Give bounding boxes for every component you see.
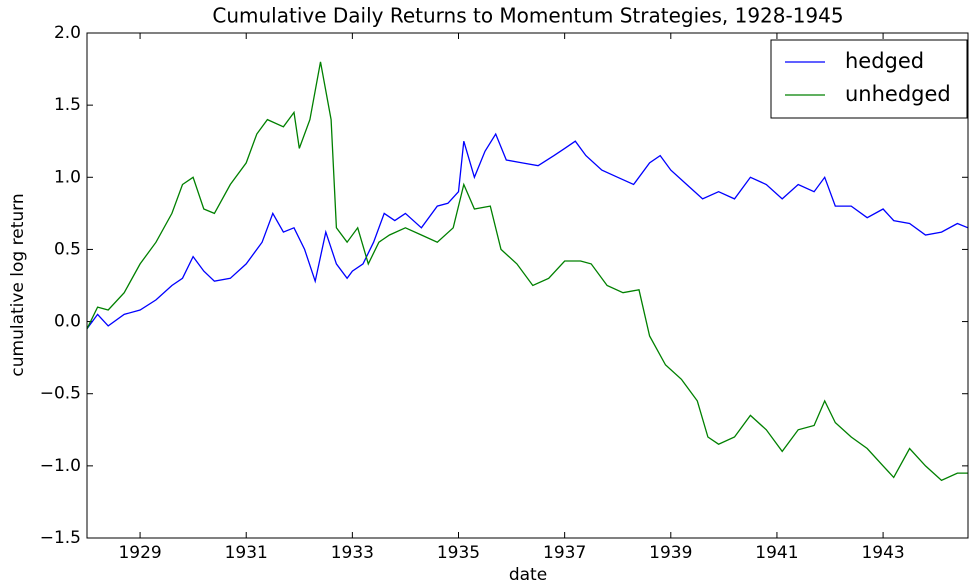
legend-box [770,39,968,119]
y-tick-label: −1.0 [40,456,81,476]
plot-frame [86,32,969,539]
y-tick-label: −0.5 [40,384,81,404]
y-tick-label: 0.0 [54,312,81,332]
line-series [86,132,969,330]
x-tick-label: 1935 [437,543,480,563]
x-tick-label: 1941 [755,543,798,563]
y-tick-label: 2.0 [54,23,81,43]
x-tick-label: 1943 [861,543,904,563]
x-tick-label: 1933 [331,543,374,563]
x-tick-label: 1929 [118,543,161,563]
y-axis-label: cumulative log return [8,193,28,376]
y-tick-label: 1.0 [54,167,81,187]
x-tick-label: 1939 [649,543,692,563]
line-series [86,61,968,482]
chart-title: Cumulative Daily Returns to Momentum Str… [212,4,843,28]
y-tick-label: −1.5 [40,528,81,548]
legend-label: hedged [845,49,924,73]
y-tick-label: 1.5 [54,95,81,115]
legend-label: unhedged [845,82,951,106]
x-axis-label: date [509,565,547,585]
y-tick-label: 0.5 [54,239,81,259]
x-tick-label: 1937 [543,543,586,563]
x-tick-label: 1931 [225,543,268,563]
